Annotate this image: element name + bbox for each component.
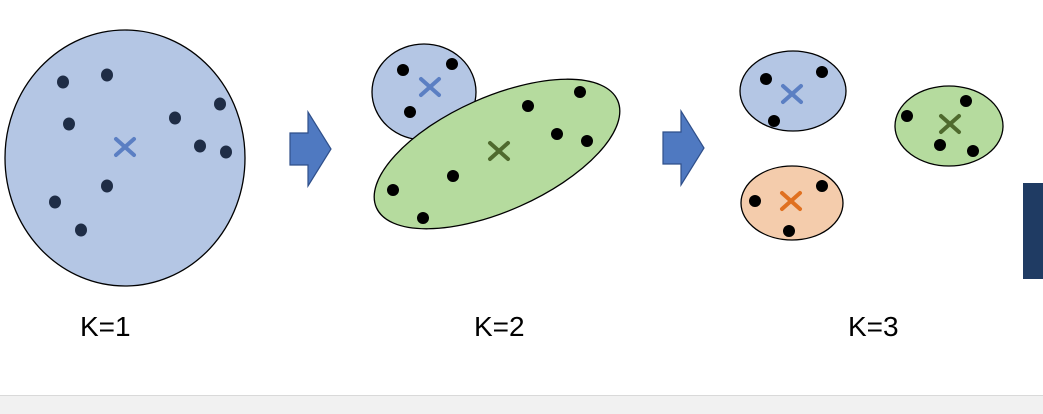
- x-mark-icon: [939, 114, 961, 134]
- x-mark-icon: [780, 191, 802, 211]
- data-point: [934, 139, 946, 151]
- data-point: [63, 117, 75, 131]
- data-point: [522, 100, 534, 112]
- data-point: [404, 106, 416, 118]
- x-mark-icon: [488, 141, 510, 161]
- data-point: [417, 212, 429, 224]
- data-point: [214, 97, 226, 111]
- data-point: [816, 66, 828, 78]
- data-point: [446, 58, 458, 70]
- data-point: [581, 135, 593, 147]
- panel-k1: [4, 29, 246, 287]
- points-k2: [387, 58, 593, 224]
- data-point: [447, 170, 459, 182]
- panel-k3: [739, 50, 1004, 241]
- right-arrow-icon: [289, 109, 332, 189]
- data-point: [169, 111, 181, 125]
- data-point: [49, 195, 61, 209]
- data-point: [901, 110, 913, 122]
- kmeans-diagram: [4, 29, 1004, 287]
- k1-label: K=1: [80, 311, 131, 342]
- data-point: [397, 64, 409, 76]
- data-point: [749, 195, 761, 207]
- x-mark-icon: [419, 77, 441, 97]
- data-point: [816, 180, 828, 192]
- points-k1: [49, 68, 232, 237]
- x-mark-icon: [114, 137, 136, 157]
- points-k3: [749, 66, 979, 237]
- data-point: [574, 86, 586, 98]
- data-point: [101, 68, 113, 82]
- bottom-bar: [0, 395, 1043, 414]
- data-point: [967, 145, 979, 157]
- data-point: [220, 145, 232, 159]
- data-point: [194, 139, 206, 153]
- x-mark-icon: [781, 84, 803, 104]
- data-point: [768, 115, 780, 127]
- data-point: [551, 128, 563, 140]
- data-point: [960, 95, 972, 107]
- data-point: [760, 73, 772, 85]
- panel-k2: [371, 43, 621, 230]
- data-point: [783, 225, 795, 237]
- right-arrow-icon: [662, 108, 705, 188]
- diagram-canvas: K=1 K=2 K=3: [4, 29, 1004, 342]
- k2-label: K=2: [474, 311, 525, 342]
- data-point: [101, 179, 113, 193]
- k3-label: K=3: [848, 311, 899, 342]
- data-point: [387, 184, 399, 196]
- data-point: [57, 75, 69, 89]
- side-panel-edge: [1023, 183, 1043, 279]
- data-point: [75, 223, 87, 237]
- cluster-k1-blue: [4, 29, 246, 287]
